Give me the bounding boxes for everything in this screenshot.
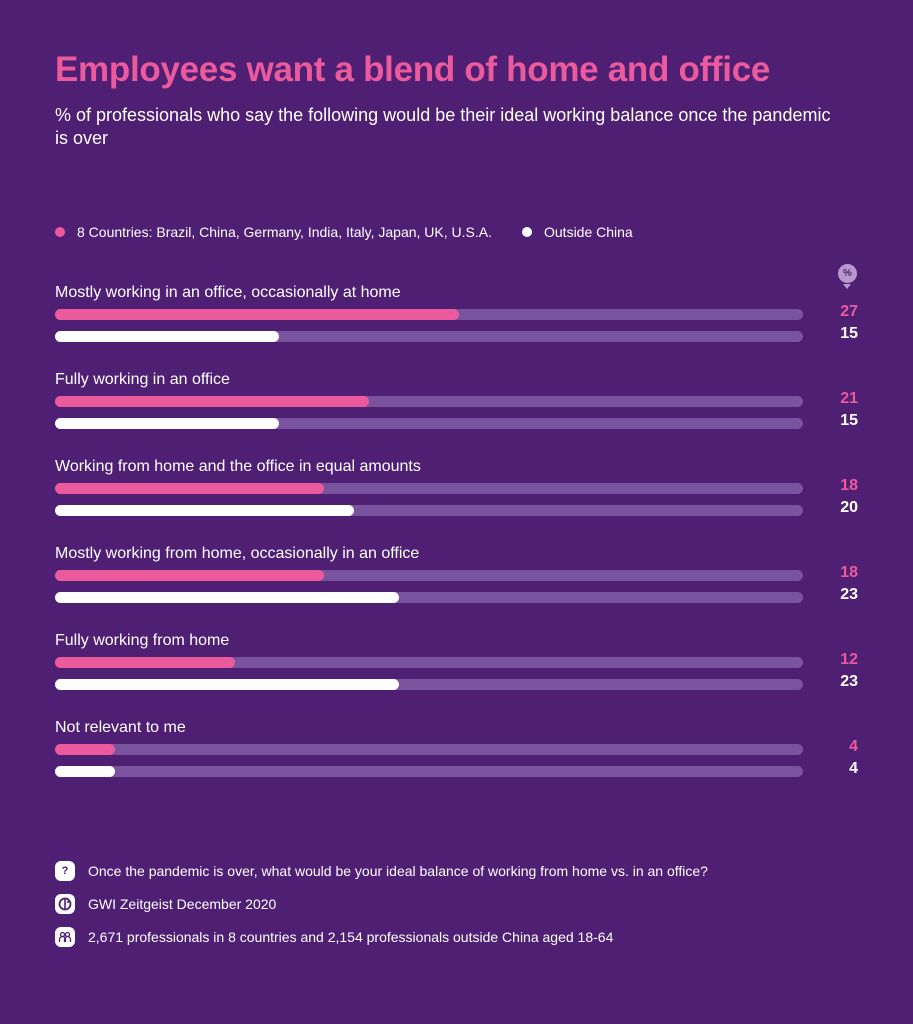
source-text: GWI Zeitgeist December 2020 [88,896,277,912]
category-label: Not relevant to me [55,719,186,736]
legend-label: Outside China [544,224,633,240]
legend-item-outside-china: Outside China [522,224,633,240]
bar-track [55,744,803,755]
bar-track [55,418,803,429]
chart-subtitle: % of professionals who say the following… [55,105,831,148]
question-text: Once the pandemic is over, what would be… [88,863,708,879]
sample-text: 2,671 professionals in 8 countries and 2… [88,929,614,945]
bar-8-countries [55,396,370,407]
percent-badge-arrow [843,284,851,289]
people-icon [55,927,75,947]
bar-outside-china [55,331,280,342]
category-label: Mostly working in an office, occasionall… [55,284,401,301]
value-label: 18 [840,477,858,494]
value-label: 27 [840,303,858,320]
legend-label: 8 Countries: Brazil, China, Germany, Ind… [77,224,492,240]
value-label: 12 [840,651,858,668]
chart-title: Employees want a blend of home and offic… [55,50,771,89]
bar-track [55,570,803,581]
value-label: 18 [840,564,858,581]
percent-badge-icon: % [838,264,857,283]
footer-sample: 2,671 professionals in 8 countries and 2… [55,927,613,947]
bar-track [55,766,803,777]
value-label: 20 [840,499,858,516]
bar-8-countries [55,657,235,668]
value-label: 23 [840,673,858,690]
category-label: Working from home and the office in equa… [55,458,421,475]
footer-source: GWI Zeitgeist December 2020 [55,894,276,914]
category-label: Fully working from home [55,632,230,649]
bar-track [55,592,803,603]
category-label: Fully working in an office [55,371,230,388]
value-label: 4 [849,760,858,777]
footer-question: ? Once the pandemic is over, what would … [55,861,708,881]
bar-track [55,331,803,342]
value-label: 4 [849,738,858,755]
bar-outside-china [55,679,400,690]
category-label: Mostly working from home, occasionally i… [55,545,420,562]
bar-outside-china [55,766,115,777]
legend-item-8-countries: 8 Countries: Brazil, China, Germany, Ind… [55,224,492,240]
gwi-logo-icon [55,894,75,914]
bar-track [55,657,803,668]
bar-8-countries [55,483,325,494]
bar-outside-china [55,418,280,429]
bar-track [55,396,803,407]
bar-outside-china [55,505,355,516]
legend-swatch [522,227,532,237]
value-label: 21 [840,390,858,407]
question-icon: ? [55,861,75,881]
legend: 8 Countries: Brazil, China, Germany, Ind… [55,224,663,240]
bar-8-countries [55,570,325,581]
bar-outside-china [55,592,400,603]
value-label: 15 [840,325,858,342]
bar-8-countries [55,309,459,320]
legend-swatch [55,227,65,237]
bar-8-countries [55,744,115,755]
value-label: 23 [840,586,858,603]
bar-track [55,483,803,494]
bar-track [55,309,803,320]
bar-track [55,505,803,516]
bar-track [55,679,803,690]
value-label: 15 [840,412,858,429]
